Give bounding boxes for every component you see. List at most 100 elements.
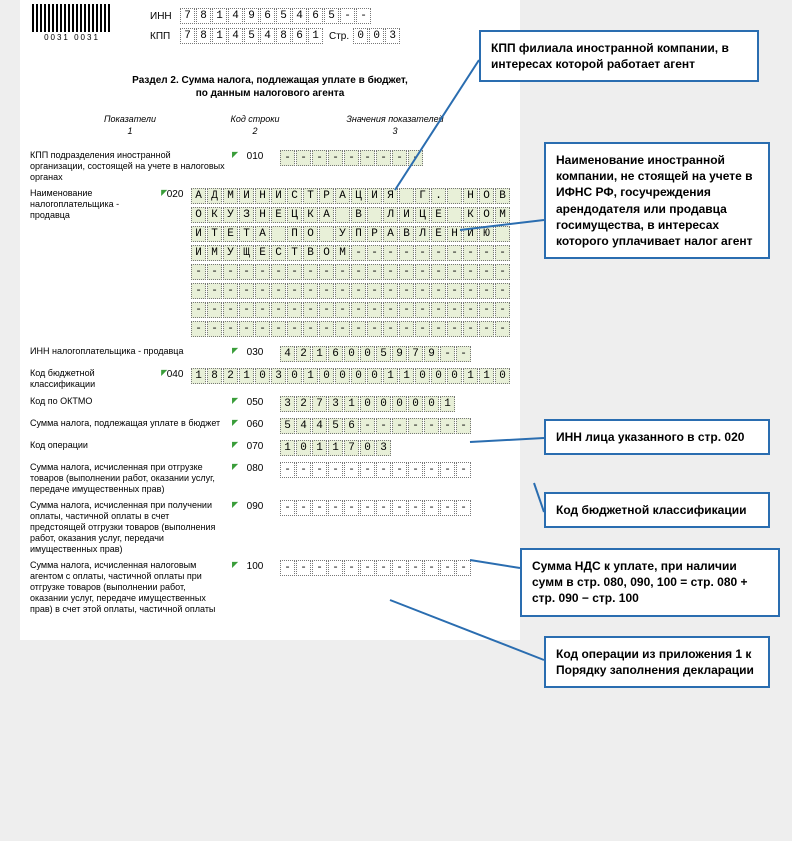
cell: - (495, 302, 510, 318)
cell: - (360, 418, 375, 434)
column-numbers: 1 2 3 (30, 126, 510, 136)
row-desc: Наименование налогоплательщика - продавц… (30, 188, 159, 220)
row-value: ------------ (280, 462, 510, 478)
cell: 1 (280, 440, 295, 456)
cell: - (440, 462, 455, 478)
cell: - (303, 283, 318, 299)
cell: С (287, 188, 302, 204)
str-cells: 003 (353, 28, 400, 44)
cell: - (447, 264, 462, 280)
cell: О (479, 188, 494, 204)
row-code: ◤070 (230, 440, 280, 452)
cell: Ц (351, 188, 366, 204)
cell: 0 (255, 368, 270, 384)
cell: - (456, 500, 471, 516)
cell: - (280, 500, 295, 516)
annotation-inn: ИНН лица указанного в стр. 020 (544, 419, 770, 455)
form-row-060: Сумма налога, подлежащая уплате в бюджет… (30, 418, 510, 434)
form-row-090: Сумма налога, исчисленная при получении … (30, 500, 510, 554)
row-code: ◤050 (230, 396, 280, 408)
col-num-2: 2 (230, 126, 280, 136)
cell: - (223, 302, 238, 318)
cell: - (351, 283, 366, 299)
green-tick-icon: ◤ (232, 418, 238, 427)
form-row-040: Код бюджетной классификации◤040182103010… (30, 368, 510, 390)
col-header-2: Код строки (230, 114, 280, 124)
cell: И (367, 188, 382, 204)
cell: - (296, 500, 311, 516)
cell: - (296, 462, 311, 478)
cell: К (463, 207, 478, 223)
cell: - (303, 264, 318, 280)
cell: - (376, 462, 391, 478)
cell: 7 (312, 396, 327, 412)
cell: - (255, 321, 270, 337)
cell: П (351, 226, 366, 242)
cell: 0 (369, 28, 384, 44)
form-row-080: Сумма налога, исчисленная при отгрузке т… (30, 462, 510, 494)
form-row-010: КПП подразделения иностранной организаци… (30, 150, 510, 182)
cell: - (408, 560, 423, 576)
inn-cells: 7814965465-- (180, 8, 371, 24)
cell: - (424, 560, 439, 576)
cell: - (456, 418, 471, 434)
cell: 4 (280, 346, 295, 362)
cell: - (447, 321, 462, 337)
cell: И (271, 188, 286, 204)
row-value: --------- (280, 150, 510, 166)
cell: - (207, 264, 222, 280)
row-value: ------------ (280, 560, 510, 576)
cell: - (424, 418, 439, 434)
cell: - (296, 150, 311, 166)
annotation-name: Наименование иностранной компании, не ст… (544, 142, 770, 259)
kpp-cells: 781454861 (180, 28, 323, 44)
cell: - (479, 302, 494, 318)
cell: - (440, 500, 455, 516)
cell: - (207, 283, 222, 299)
cell: - (440, 418, 455, 434)
cell: - (495, 245, 510, 261)
cell: - (383, 283, 398, 299)
cell: - (392, 500, 407, 516)
cell: 2 (296, 396, 311, 412)
cell: В (495, 188, 510, 204)
row-desc: ИНН налогоплательщика - продавца (30, 346, 230, 357)
cell: А (191, 188, 206, 204)
row-desc: Сумма налога, исчисленная при отгрузке т… (30, 462, 230, 494)
section-title-line1: Раздел 2. Сумма налога, подлежащая уплат… (30, 74, 510, 87)
barcode-lines (32, 4, 112, 32)
cell: А (335, 188, 350, 204)
col-num-1: 1 (30, 126, 230, 136)
cell: С (271, 245, 286, 261)
green-tick-icon: ◤ (232, 346, 238, 355)
cell: Ц (415, 207, 430, 223)
cell: 0 (287, 368, 302, 384)
cell: - (399, 264, 414, 280)
cell-row: 54456------- (280, 418, 510, 434)
cell: - (239, 302, 254, 318)
cell: - (408, 418, 423, 434)
cell: В (399, 226, 414, 242)
cell: 5 (376, 346, 391, 362)
cell: 0 (447, 368, 462, 384)
cell: - (351, 302, 366, 318)
cell-row: -------------------- (191, 264, 510, 280)
cell: - (408, 462, 423, 478)
cell: И (191, 245, 206, 261)
cell: 4 (260, 28, 275, 44)
cell: - (383, 302, 398, 318)
cell: - (383, 321, 398, 337)
cell: Я (383, 188, 398, 204)
row-value: 18210301000011000110 (191, 368, 510, 384)
cell: - (340, 8, 355, 24)
cell: 6 (292, 28, 307, 44)
cell: - (376, 150, 391, 166)
cell: - (271, 283, 286, 299)
cell: 0 (335, 368, 350, 384)
cell: 1 (479, 368, 494, 384)
cell: 9 (392, 346, 407, 362)
cell: - (191, 321, 206, 337)
cell: - (344, 560, 359, 576)
cell: 0 (495, 368, 510, 384)
cell: П (287, 226, 302, 242)
